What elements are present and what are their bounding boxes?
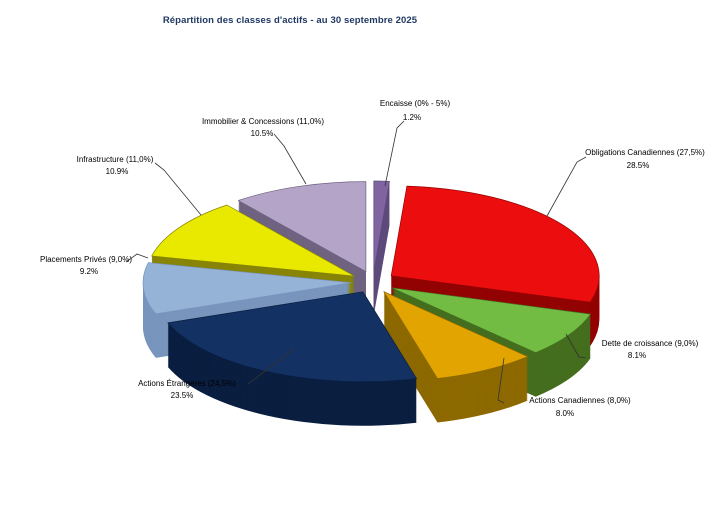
slice-value-dette-de-croissance: 8.1% <box>628 351 646 360</box>
slice-value-placements-prives: 9.2% <box>80 267 98 276</box>
slice-label-actions-etrangeres: Actions Étrangères (24,5%) <box>138 379 236 388</box>
pie-slice-top-dette-de-croissance <box>391 287 591 354</box>
leader-line-immobilier-concessions <box>273 133 307 185</box>
pie-slice-actions-etrangeres <box>167 291 417 426</box>
slice-label-encaisse: Encaisse (0% - 5%) <box>380 99 451 108</box>
pie-slice-top-immobilier-concessions <box>237 181 367 272</box>
slice-label-actions-canadiennes: Actions Canadiennes (8,0%) <box>529 396 631 405</box>
chart-title: Répartition des classes d'actifs - au 30… <box>162 15 418 26</box>
slice-label-dette-de-croissance: Dette de croissance (9,0%) <box>602 339 699 348</box>
leader-line-infrastructure <box>154 162 202 216</box>
slice-value-obligations-canadiennes: 28.5% <box>627 161 650 170</box>
pie-slice-top-infrastructure <box>151 204 355 277</box>
leader-line-actions-etrangeres <box>247 348 295 385</box>
leader-line-encaisse <box>384 120 405 187</box>
slice-label-infrastructure: Infrastructure (11,0%) <box>77 155 154 164</box>
slice-label-placements-prives: Placements Privés (9,0%) <box>40 255 132 264</box>
pie-slice-top-obligations-canadiennes <box>390 185 600 303</box>
pie-slice-top-actions-canadiennes <box>383 291 529 379</box>
slice-value-infrastructure: 10.9% <box>106 167 129 176</box>
leader-line-dette-de-croissance <box>565 333 587 359</box>
slice-label-obligations-canadiennes: Obligations Canadiennes (27,5%) <box>585 148 705 157</box>
pie-slice-top-encaisse <box>373 180 390 272</box>
leader-line-actions-canadiennes <box>497 357 505 404</box>
slice-value-actions-canadiennes: 8.0% <box>556 409 574 418</box>
pie-slice-actions-canadiennes <box>383 291 529 423</box>
leader-line-placements-prives <box>125 253 149 263</box>
slice-value-encaisse: 1.2% <box>403 113 421 122</box>
pie-slice-top-actions-etrangeres <box>167 291 417 383</box>
pie-slice-encaisse <box>373 180 390 315</box>
slice-value-immobilier-concessions: 10.5% <box>251 129 274 138</box>
slice-value-actions-etrangeres: 23.5% <box>171 391 194 400</box>
pie-slice-top-placements-prives <box>142 262 352 315</box>
slice-label-immobilier-concessions: Immobilier & Concessions (11,0%) <box>202 117 324 126</box>
leader-line-obligations-canadiennes <box>546 156 587 217</box>
